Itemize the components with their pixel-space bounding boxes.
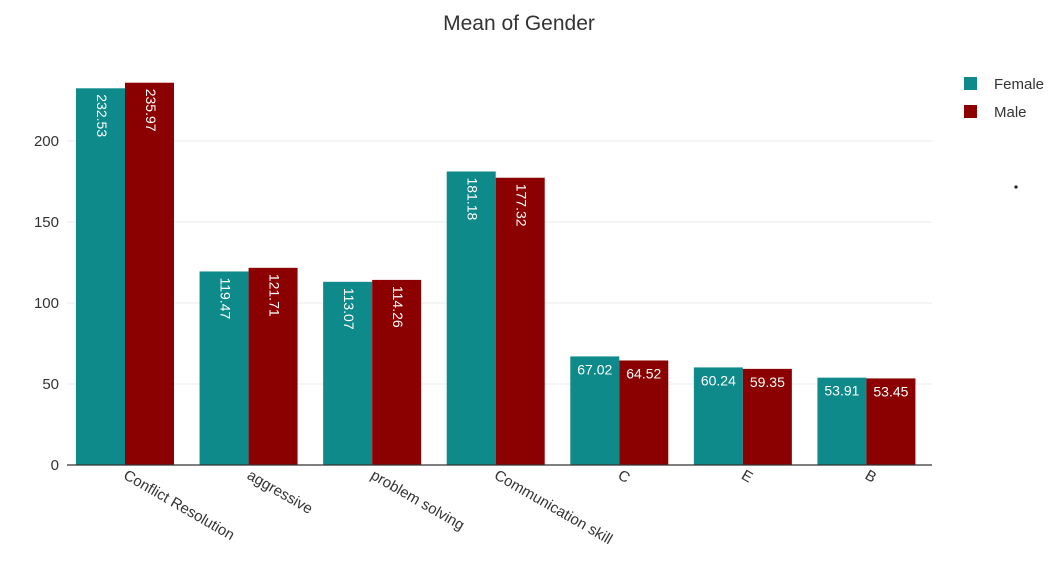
data-label: 114.26: [390, 286, 406, 328]
legend-label-male: Male: [994, 104, 1027, 121]
bars: 232.53 235.97 119.47 121.71 113.07 114.26 181.…: [76, 82, 916, 466]
bar-male: [125, 82, 174, 465]
data-label: 53.45: [873, 383, 908, 399]
bar-female: [570, 356, 620, 465]
y-tick-label: 50: [42, 376, 59, 393]
bar-female: [817, 377, 867, 465]
bar-female: [199, 271, 249, 465]
x-category-label: Communication skill: [491, 467, 615, 548]
legend-label-female: Female: [994, 76, 1044, 93]
bar-female: [446, 171, 496, 465]
data-label: 59.35: [750, 374, 785, 390]
legend: Female Male: [964, 76, 1044, 121]
bar-female: [76, 88, 125, 466]
x-category-label: aggressive: [244, 467, 315, 518]
stray-dot: [1014, 185, 1018, 189]
data-label: 53.91: [824, 383, 859, 399]
bar-female: [693, 367, 743, 465]
data-label: 181.18: [465, 177, 481, 220]
bar-female: [323, 281, 373, 465]
bar-male: [495, 177, 545, 466]
x-category-label: Conflict Resolution: [121, 467, 238, 544]
y-tick-label: 150: [34, 214, 59, 231]
data-label: 121.71: [266, 274, 282, 317]
x-category-label: problem solving: [368, 467, 467, 534]
y-axis: 0 50 100 150 200: [34, 133, 59, 474]
data-label: 177.32: [514, 184, 530, 227]
x-axis: Conflict Resolution aggressive problem sol…: [121, 467, 880, 548]
bar-male: [619, 360, 669, 465]
chart-title: Mean of Gender: [443, 12, 595, 35]
y-tick-label: 0: [51, 457, 59, 474]
data-label: 64.52: [626, 365, 661, 381]
legend-swatch-female: [964, 77, 977, 90]
bar-male: [742, 368, 792, 465]
x-category-label: B: [862, 467, 879, 487]
y-tick-label: 200: [34, 133, 59, 150]
bar-male: [248, 267, 298, 465]
x-category-label: C: [615, 467, 633, 487]
data-label: 67.02: [577, 361, 612, 377]
data-label: 113.07: [341, 288, 357, 330]
bar-male: [866, 378, 916, 465]
bar-male: [372, 279, 422, 465]
y-tick-label: 100: [34, 295, 59, 312]
data-label: 119.47: [217, 277, 233, 319]
x-category-label: E: [738, 467, 755, 487]
legend-swatch-male: [964, 105, 977, 118]
data-label: 60.24: [701, 372, 736, 388]
data-label: 232.53: [94, 94, 110, 137]
data-label: 235.97: [143, 89, 159, 132]
